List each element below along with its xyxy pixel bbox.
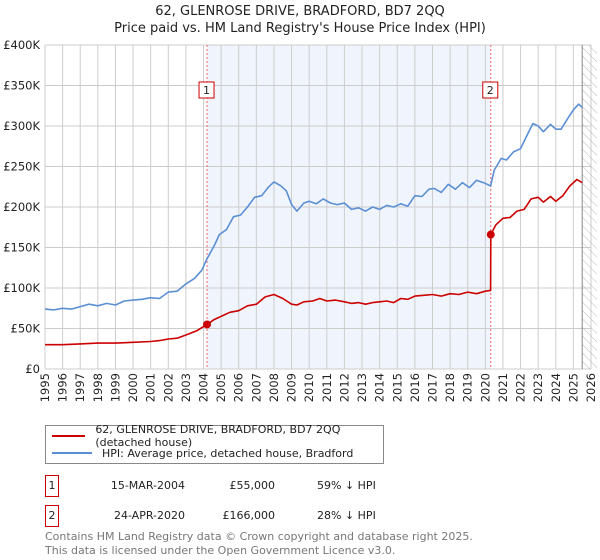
x-tick-label: 2011	[320, 373, 334, 402]
x-tick-label: 2001	[144, 373, 158, 402]
x-tick-label: 2000	[126, 373, 140, 402]
x-tick-label: 2021	[496, 373, 510, 402]
sale-marker-badge: 1	[45, 475, 59, 497]
x-tick-label: 2006	[232, 373, 246, 402]
sale-marker-box	[198, 81, 215, 99]
chart-subtitle: Price paid vs. HM Land Registry's House …	[114, 21, 486, 36]
footer-copyright: Contains HM Land Registry data © Crown c…	[45, 530, 473, 543]
x-tick-label: 1997	[73, 373, 87, 402]
x-tick-label: 2005	[214, 373, 228, 402]
x-tick-label: 2002	[161, 373, 175, 402]
x-tick-label: 2016	[408, 373, 422, 402]
legend: 62, GLENROSE DRIVE, BRADFORD, BD7 2QQ (d…	[45, 423, 384, 464]
x-tick-label: 2007	[249, 373, 263, 402]
sale-point	[486, 230, 495, 239]
legend-item-property: 62, GLENROSE DRIVE, BRADFORD, BD7 2QQ (d…	[52, 423, 383, 449]
x-tick-label: 2017	[425, 373, 439, 402]
x-tick-label: 2008	[267, 373, 281, 402]
sale-marker-badge: 2	[45, 505, 59, 527]
sale-marker-box	[482, 81, 499, 99]
y-tick-label: £150K	[3, 241, 40, 255]
x-tick-label: 2014	[373, 373, 387, 402]
legend-label: 62, GLENROSE DRIVE, BRADFORD, BD7 2QQ (d…	[95, 423, 341, 449]
legend-item-hpi: HPI: Average price, detached house, Brad…	[52, 445, 353, 461]
sale-date: 15-MAR-2004	[110, 479, 185, 492]
sale-row: 1 15-MAR-2004 £55,000 59% ↓ HPI	[45, 475, 445, 497]
sale-point	[203, 320, 212, 329]
y-tick-label: £200K	[3, 200, 40, 214]
sale-marker-label: 1	[203, 84, 210, 97]
x-tick-label: 2013	[355, 373, 369, 402]
sale-date: 24-APR-2020	[113, 509, 185, 522]
y-tick-label: £350K	[3, 79, 40, 93]
y-tick-label: £400K	[3, 38, 40, 52]
y-tick-label: £0	[25, 362, 40, 376]
property-price-line	[45, 178, 583, 346]
y-tick-label: £50K	[11, 322, 41, 336]
x-tick-label: 2009	[285, 373, 299, 402]
x-tick-label: 1996	[56, 373, 70, 402]
legend-label: HPI: Average price, detached house, Brad…	[102, 446, 354, 460]
x-tick-label: 1998	[91, 373, 105, 402]
sale-price: £55,000	[229, 479, 276, 492]
sale-row: 2 24-APR-2020 £166,000 28% ↓ HPI	[45, 505, 445, 527]
x-tick-label: 2020	[478, 373, 492, 402]
legend-swatch-blue	[52, 452, 92, 454]
x-tick-label: 2023	[531, 373, 545, 402]
x-tick-label: 2010	[302, 373, 316, 402]
sale-hpi-diff: 28% ↓ HPI	[317, 509, 376, 522]
footer-licence: This data is licensed under the Open Gov…	[45, 544, 396, 557]
chart-title: 62, GLENROSE DRIVE, BRADFORD, BD7 2QQ	[155, 4, 445, 19]
sale-hpi-diff: 59% ↓ HPI	[317, 479, 376, 492]
x-tick-label: 2018	[443, 373, 457, 402]
x-tick-label: 1995	[38, 373, 52, 402]
x-tick-label: 2012	[337, 373, 351, 402]
x-tick-label: 2019	[461, 373, 475, 402]
x-tick-label: 2015	[390, 373, 404, 402]
sale-marker-label: 2	[487, 84, 494, 97]
forecast-hatch	[582, 45, 597, 369]
x-tick-label: 2004	[197, 373, 211, 402]
y-tick-label: £100K	[3, 281, 40, 295]
y-tick-label: £300K	[3, 119, 40, 133]
legend-swatch-red	[52, 435, 86, 437]
x-tick-label: 2025	[566, 373, 580, 402]
x-tick-label: 2024	[549, 373, 563, 402]
x-tick-label: 2022	[514, 373, 528, 402]
x-tick-label: 1999	[108, 373, 122, 402]
sale-price: £166,000	[222, 509, 276, 522]
x-tick-label: 2026	[584, 373, 598, 402]
price-chart: 1995 1996 1997 1998 1999 2000 2001 2002 2003 2004…	[3, 38, 598, 402]
x-tick-label: 2003	[179, 373, 193, 402]
hpi-line	[44, 103, 583, 311]
y-tick-label: £250K	[3, 160, 40, 174]
